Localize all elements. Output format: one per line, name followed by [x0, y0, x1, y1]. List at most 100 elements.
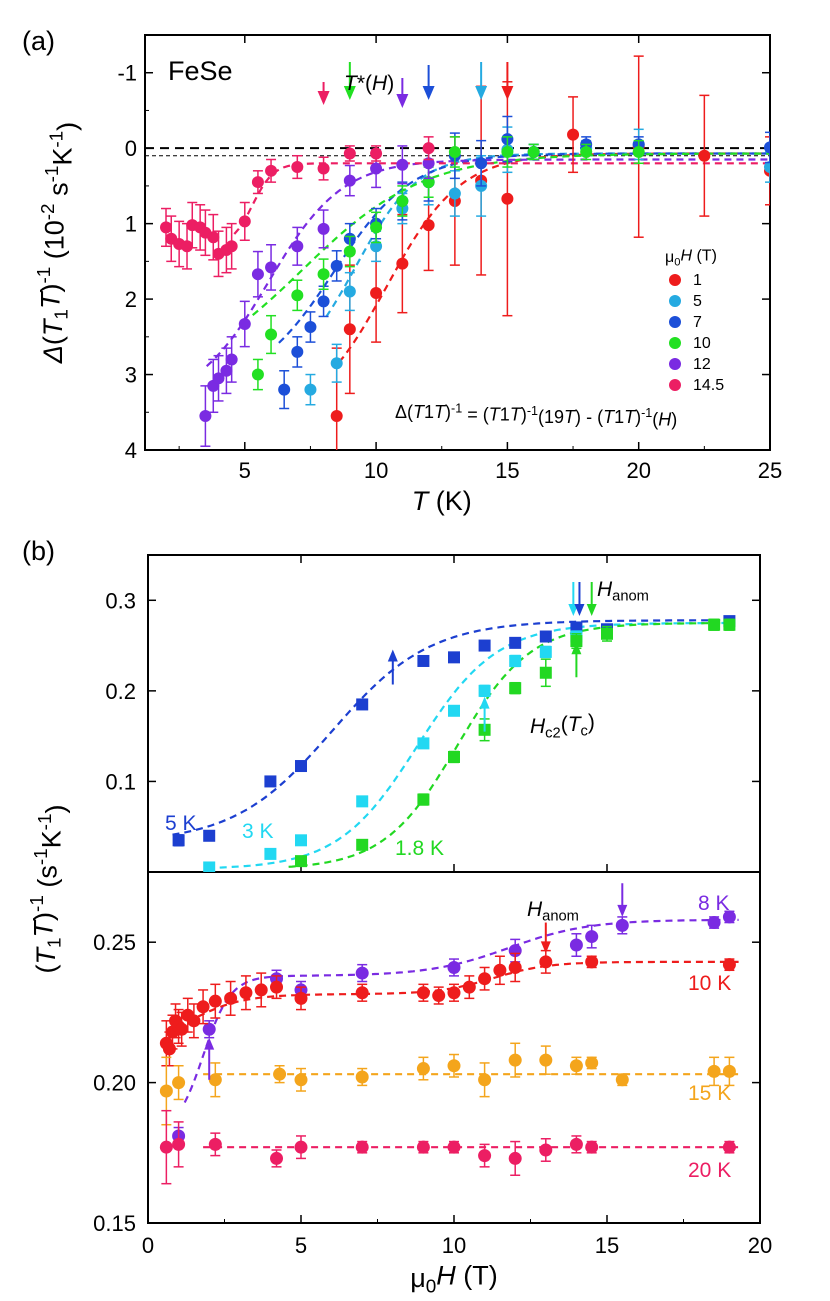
- y-tick-label-lower: 0.25: [93, 930, 136, 955]
- fit-curve-3K: [208, 623, 736, 868]
- legend-label-1T: 1: [693, 272, 702, 289]
- panel-b-lower-plot: [160, 910, 739, 1183]
- data-point-15K: [478, 1073, 491, 1086]
- data-point-5T: [449, 187, 461, 199]
- data-point-1.8K: [448, 751, 460, 763]
- figure-canvas: 5 10 15 20 25-101234(a)FeSe T*(H)μ0H (T)15710…: [0, 0, 830, 1301]
- series-label-3K: 3 K: [242, 820, 274, 843]
- data-point-10T: [528, 146, 540, 158]
- data-point-15K: [295, 1073, 308, 1086]
- data-point-12T: [220, 365, 232, 377]
- data-point-8K: [448, 961, 461, 974]
- data-point-14.5T: [226, 240, 238, 252]
- data-point-5K: [509, 637, 521, 649]
- data-point-5K: [479, 640, 491, 652]
- data-point-14.5T: [207, 231, 219, 243]
- data-point-5T: [344, 286, 356, 298]
- x-tick-label-b: 5: [295, 1233, 307, 1258]
- series-label-20K: 20 K: [688, 1159, 731, 1182]
- y-tick-label-lower: 0.20: [93, 1071, 136, 1096]
- data-point-1.8K: [723, 619, 735, 631]
- data-point-20K: [172, 1138, 185, 1151]
- panel-b-label: (b): [22, 536, 55, 566]
- data-point-10K: [509, 961, 522, 974]
- data-point-10K: [463, 981, 476, 994]
- sample-label: FeSe: [168, 56, 233, 86]
- data-point-1T: [396, 258, 408, 270]
- data-point-8K: [203, 1023, 216, 1036]
- data-point-5K: [173, 834, 185, 846]
- data-point-10T: [633, 146, 645, 158]
- hc2-arrow-head: [388, 650, 398, 662]
- y-tick-label-a: 0: [125, 136, 137, 161]
- data-point-1.8K: [601, 628, 613, 640]
- legend-label-14.5T: 14.5: [693, 377, 724, 394]
- x-tick-label-b: 0: [142, 1233, 154, 1258]
- data-point-10T: [370, 221, 382, 233]
- data-point-14.5T: [344, 147, 356, 159]
- data-point-10T: [344, 246, 356, 258]
- data-point-1T: [567, 129, 579, 141]
- x-tick-label-a: 25: [758, 458, 782, 483]
- data-point-3K: [295, 834, 307, 846]
- hanom-arrow-head: [587, 604, 597, 616]
- data-point-7T: [278, 384, 290, 396]
- data-point-15K: [616, 1073, 629, 1086]
- legend-marker-1T: [669, 274, 681, 286]
- y-tick-label-a: 2: [125, 287, 137, 312]
- data-point-1.8K: [356, 839, 368, 851]
- data-point-15K: [585, 1056, 598, 1069]
- data-point-10K: [478, 972, 491, 985]
- data-point-3K: [509, 655, 521, 667]
- data-point-3K: [448, 705, 460, 717]
- tstar-arrow-head: [318, 91, 330, 105]
- data-point-20K: [570, 1138, 583, 1151]
- series-label-5K: 5 K: [165, 812, 197, 835]
- x-axis-label-b: μ0H (T): [410, 1261, 498, 1298]
- data-point-10T: [580, 146, 592, 158]
- tstar-arrow-head: [423, 86, 435, 100]
- data-point-20K: [585, 1141, 598, 1154]
- data-point-12T: [396, 159, 408, 171]
- data-point-12T: [370, 163, 382, 175]
- data-point-10K: [239, 986, 252, 999]
- x-tick-label-a: 20: [626, 458, 650, 483]
- arrow-8k-down-head: [617, 905, 627, 917]
- data-point-7T: [304, 321, 316, 333]
- data-point-15K: [509, 1054, 522, 1067]
- data-point-20K: [478, 1149, 491, 1162]
- legend-marker-12T: [669, 358, 681, 370]
- y-tick-label-lower: 0.15: [93, 1211, 136, 1236]
- data-point-10T: [252, 369, 264, 381]
- x-tick-label-a: 5: [239, 458, 251, 483]
- x-tick-label-b: 20: [748, 1233, 772, 1258]
- legend-title: μ0H (T): [665, 248, 717, 269]
- legend-marker-14.5T: [669, 379, 681, 391]
- data-point-1T: [331, 410, 343, 422]
- data-point-20K: [417, 1141, 430, 1154]
- data-point-3K: [264, 848, 276, 860]
- data-point-5K: [264, 775, 276, 787]
- data-point-3K: [479, 685, 491, 697]
- data-point-15K: [273, 1068, 286, 1081]
- y-axis-label-b-group: (T1T)-1 (s-1K-1): [27, 805, 71, 974]
- data-point-10T: [501, 146, 513, 158]
- legend-marker-5T: [669, 295, 681, 307]
- data-point-8K: [708, 916, 721, 929]
- x-tick-label-a: 10: [364, 458, 388, 483]
- h-anom-label-lower: Hanom: [527, 898, 579, 924]
- data-point-15K: [417, 1062, 430, 1075]
- data-point-12T: [291, 240, 303, 252]
- legend-label-7T: 7: [693, 314, 702, 331]
- data-point-10K: [295, 992, 308, 1005]
- data-point-1T: [501, 193, 513, 205]
- data-point-1T: [344, 323, 356, 335]
- legend-label-5T: 5: [693, 293, 702, 310]
- x-tick-label-b: 10: [442, 1233, 466, 1258]
- data-point-10K: [493, 964, 506, 977]
- tstar-label: T*(H): [344, 72, 394, 95]
- data-point-5T: [331, 357, 343, 369]
- data-point-10K: [187, 1014, 200, 1027]
- data-point-14.5T: [239, 215, 251, 227]
- data-point-15K: [570, 1059, 583, 1072]
